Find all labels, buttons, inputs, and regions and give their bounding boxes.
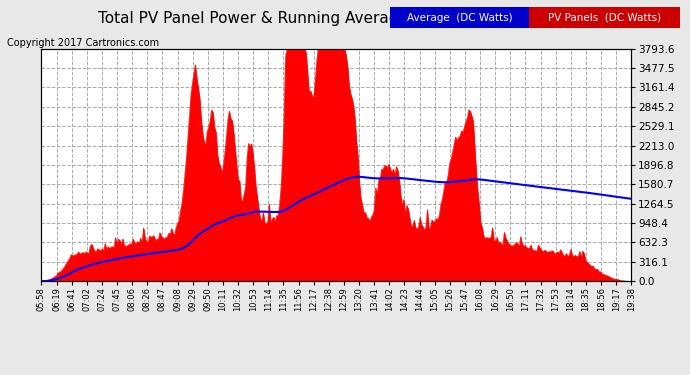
Text: Average  (DC Watts): Average (DC Watts) xyxy=(406,13,512,23)
Text: PV Panels  (DC Watts): PV Panels (DC Watts) xyxy=(548,13,661,23)
Text: Copyright 2017 Cartronics.com: Copyright 2017 Cartronics.com xyxy=(7,38,159,48)
Text: Total PV Panel Power & Running Average Power Sun Aug 6 19:54: Total PV Panel Power & Running Average P… xyxy=(99,11,591,26)
